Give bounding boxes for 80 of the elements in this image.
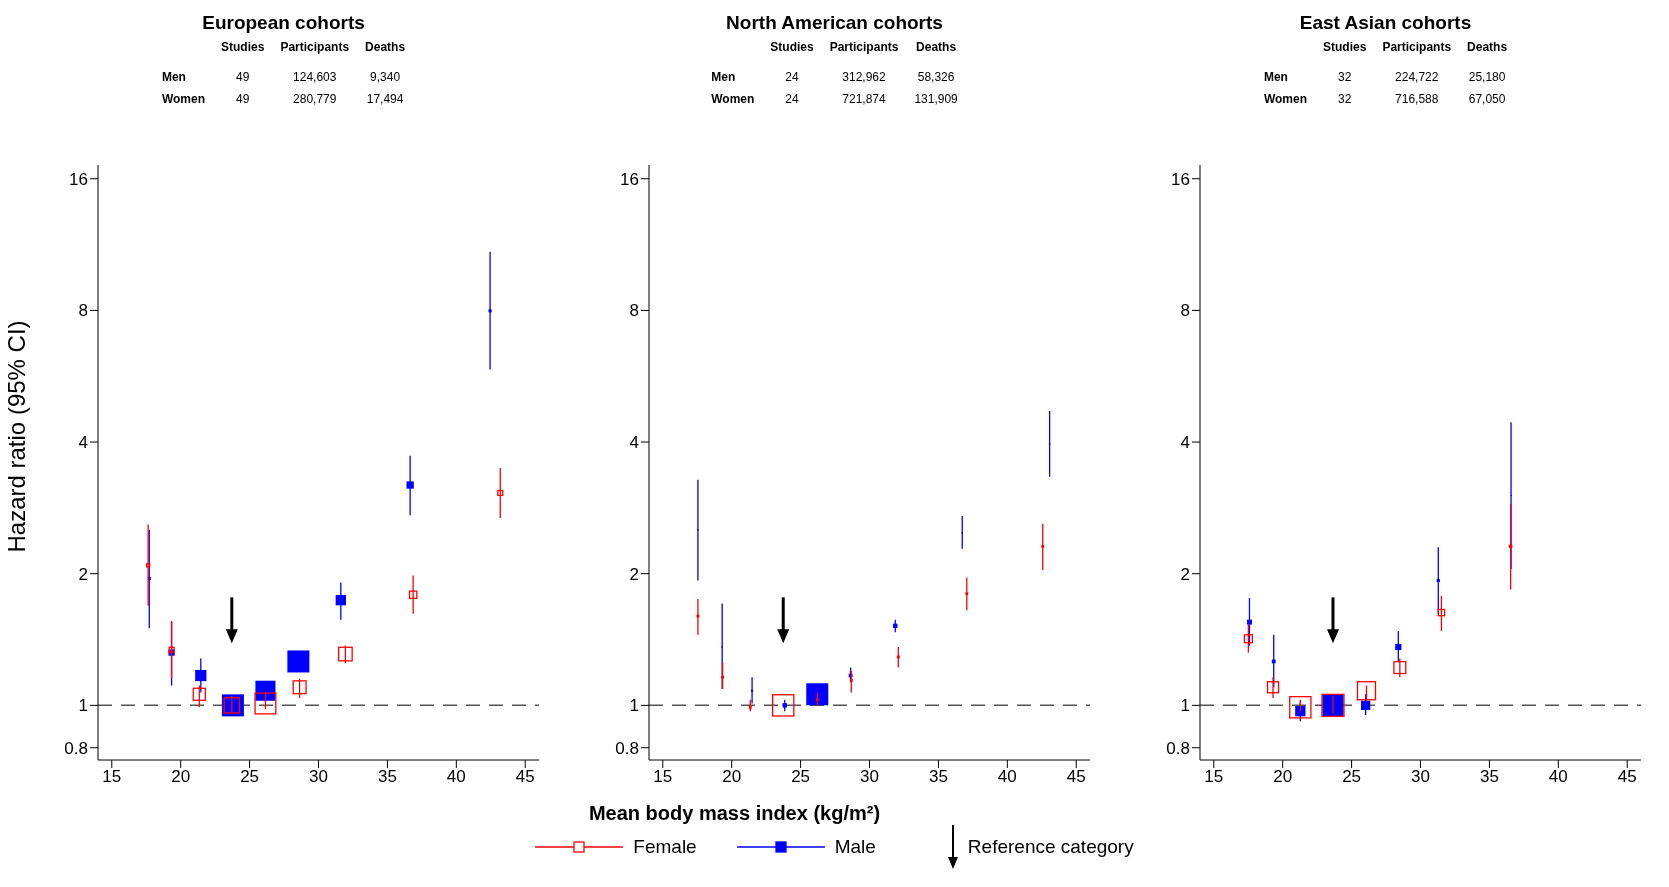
text: 49 bbox=[235, 91, 251, 108]
text: 224,722 bbox=[1394, 69, 1440, 86]
y-tick-label: 4 bbox=[629, 433, 639, 453]
text: Men bbox=[160, 69, 187, 86]
chart-title: European cohorts bbox=[201, 12, 366, 34]
x-tick-label: 40 bbox=[997, 767, 1017, 787]
text: Women bbox=[1262, 91, 1309, 108]
x-tick-label: 15 bbox=[102, 767, 122, 787]
legend-label: Female bbox=[633, 836, 697, 858]
chart-title: East Asian cohorts bbox=[1298, 12, 1473, 34]
x-tick-label: 45 bbox=[1066, 767, 1086, 787]
x-tick-label: 30 bbox=[1411, 767, 1430, 787]
text: 32 bbox=[1337, 91, 1353, 108]
x-tick-label: 20 bbox=[171, 767, 191, 787]
text: Participants bbox=[279, 39, 351, 56]
text: 17,494 bbox=[365, 91, 405, 108]
x-tick-label: 25 bbox=[240, 767, 260, 787]
text: 25,180 bbox=[1467, 69, 1507, 86]
x-tick-label: 35 bbox=[377, 767, 397, 787]
x-tick-label: 30 bbox=[309, 767, 328, 787]
x-tick-label: 45 bbox=[515, 767, 535, 787]
text: 9,340 bbox=[369, 69, 402, 86]
y-tick-label: 4 bbox=[78, 433, 88, 453]
text: Studies bbox=[220, 39, 266, 56]
x-tick-label: 20 bbox=[1273, 767, 1293, 787]
y-tick-label: 2 bbox=[629, 564, 639, 584]
text: Deaths bbox=[1466, 39, 1509, 56]
x-tick-label: 40 bbox=[1548, 767, 1568, 787]
text: Women bbox=[160, 91, 207, 108]
text: Men bbox=[710, 69, 737, 86]
text: 24 bbox=[784, 69, 800, 86]
y-tick-label: 1 bbox=[1180, 696, 1190, 716]
y-tick-label: 16 bbox=[1171, 169, 1190, 189]
x-tick-label: 35 bbox=[1479, 767, 1499, 787]
y-tick-label: 0.8 bbox=[615, 738, 639, 758]
text: Participants bbox=[828, 39, 900, 56]
y-tick-label: 16 bbox=[69, 169, 88, 189]
y-tick-label: 1 bbox=[78, 696, 88, 716]
x-tick-label: 35 bbox=[928, 767, 948, 787]
text: 67,050 bbox=[1467, 91, 1507, 108]
text: 32 bbox=[1337, 69, 1353, 86]
text: Reference category bbox=[967, 836, 1134, 858]
y-tick-label: 8 bbox=[78, 301, 88, 321]
x-tick-label: 15 bbox=[653, 767, 673, 787]
x-tick-label: 45 bbox=[1617, 767, 1637, 787]
x-axis-title: Mean body mass index (kg/m²) bbox=[588, 802, 881, 825]
text: Deaths bbox=[915, 39, 958, 56]
y-tick-label: 8 bbox=[629, 301, 639, 321]
y-tick-label: 0.8 bbox=[1166, 738, 1190, 758]
text: Deaths bbox=[364, 39, 407, 56]
y-tick-label: 2 bbox=[78, 564, 88, 584]
x-tick-label: 15 bbox=[1204, 767, 1224, 787]
text: 721,874 bbox=[841, 91, 887, 108]
text: 24 bbox=[784, 91, 800, 108]
y-tick-label: 8 bbox=[1180, 301, 1190, 321]
text: Studies bbox=[1322, 39, 1368, 56]
chart-title: North American cohorts bbox=[725, 12, 944, 34]
x-tick-label: 25 bbox=[791, 767, 811, 787]
y-axis-title: Hazard ratio (95% CI) bbox=[2, 320, 30, 553]
text: 124,603 bbox=[292, 69, 338, 86]
y-tick-label: 1 bbox=[629, 696, 639, 716]
text: Studies bbox=[769, 39, 815, 56]
x-tick-label: 30 bbox=[860, 767, 879, 787]
x-tick-label: 40 bbox=[446, 767, 466, 787]
x-tick-label: 20 bbox=[722, 767, 742, 787]
text: Men bbox=[1262, 69, 1289, 86]
text: Participants bbox=[1381, 39, 1453, 56]
y-tick-label: 4 bbox=[1180, 433, 1190, 453]
text: 131,909 bbox=[913, 91, 959, 108]
y-tick-label: 2 bbox=[1180, 564, 1190, 584]
text: 716,588 bbox=[1394, 91, 1440, 108]
text: 58,326 bbox=[916, 69, 956, 86]
y-tick-label: 0.8 bbox=[64, 738, 88, 758]
y-tick-label: 16 bbox=[620, 169, 639, 189]
text: 49 bbox=[235, 69, 251, 86]
text: Women bbox=[710, 91, 756, 108]
x-tick-label: 25 bbox=[1342, 767, 1362, 787]
text: 280,779 bbox=[292, 91, 338, 108]
legend-label: Male bbox=[834, 836, 876, 858]
text: 312,962 bbox=[841, 69, 887, 86]
